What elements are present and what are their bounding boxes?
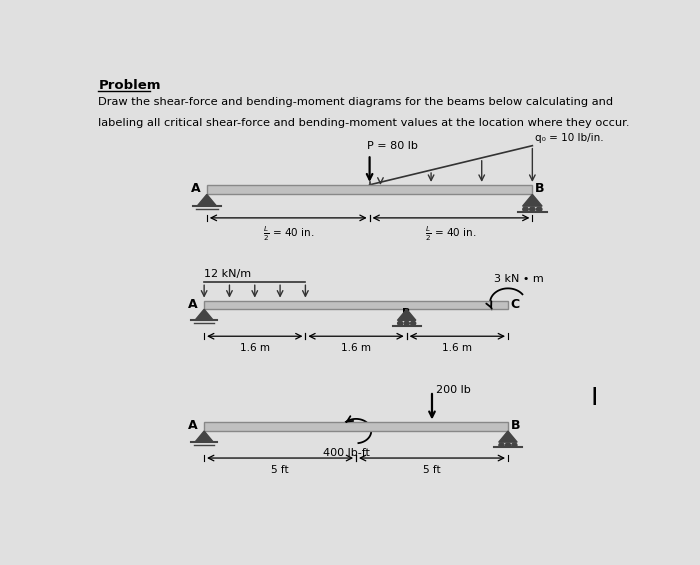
Text: 1.6 m: 1.6 m <box>240 343 270 353</box>
Text: B: B <box>402 308 411 319</box>
Bar <box>207 185 533 194</box>
Text: 3 kN • m: 3 kN • m <box>494 274 544 284</box>
Text: 5 ft: 5 ft <box>272 465 289 475</box>
Polygon shape <box>523 194 542 206</box>
Text: 1.6 m: 1.6 m <box>442 343 472 353</box>
Bar <box>204 423 508 431</box>
Text: $\frac{L}{2}$ = 40 in.: $\frac{L}{2}$ = 40 in. <box>426 225 477 244</box>
Text: A: A <box>188 298 197 311</box>
Text: 400 lb-ft: 400 lb-ft <box>323 447 370 458</box>
Circle shape <box>404 321 410 325</box>
Polygon shape <box>195 431 214 442</box>
Polygon shape <box>195 309 214 320</box>
Text: I: I <box>591 386 598 410</box>
Text: 1.6 m: 1.6 m <box>341 343 371 353</box>
Text: C: C <box>511 298 520 311</box>
Text: $\frac{L}{2}$ = 40 in.: $\frac{L}{2}$ = 40 in. <box>262 225 314 244</box>
Text: 200 lb: 200 lb <box>436 385 471 395</box>
Text: labeling all critical shear-force and bending-moment values at the location wher: labeling all critical shear-force and be… <box>98 118 630 128</box>
Text: Problem: Problem <box>98 79 161 92</box>
Polygon shape <box>197 194 216 206</box>
Text: 5 ft: 5 ft <box>424 465 441 475</box>
Circle shape <box>523 207 528 211</box>
Text: A: A <box>188 419 197 432</box>
Circle shape <box>499 443 504 447</box>
Circle shape <box>505 443 510 447</box>
Text: 12 kN/m: 12 kN/m <box>204 269 251 279</box>
Polygon shape <box>398 309 416 320</box>
Text: Draw the shear-force and bending-moment diagrams for the beams below calculating: Draw the shear-force and bending-moment … <box>98 97 613 107</box>
Circle shape <box>512 443 517 447</box>
Circle shape <box>530 207 535 211</box>
Circle shape <box>536 207 542 211</box>
Text: A: A <box>190 182 200 195</box>
Circle shape <box>410 321 416 325</box>
Text: B: B <box>511 419 520 432</box>
Circle shape <box>398 321 402 325</box>
Polygon shape <box>498 431 517 442</box>
Text: B: B <box>535 182 545 195</box>
Bar <box>204 301 508 309</box>
Text: P = 80 lb: P = 80 lb <box>367 141 418 151</box>
Text: q₀ = 10 lb/in.: q₀ = 10 lb/in. <box>535 133 603 144</box>
